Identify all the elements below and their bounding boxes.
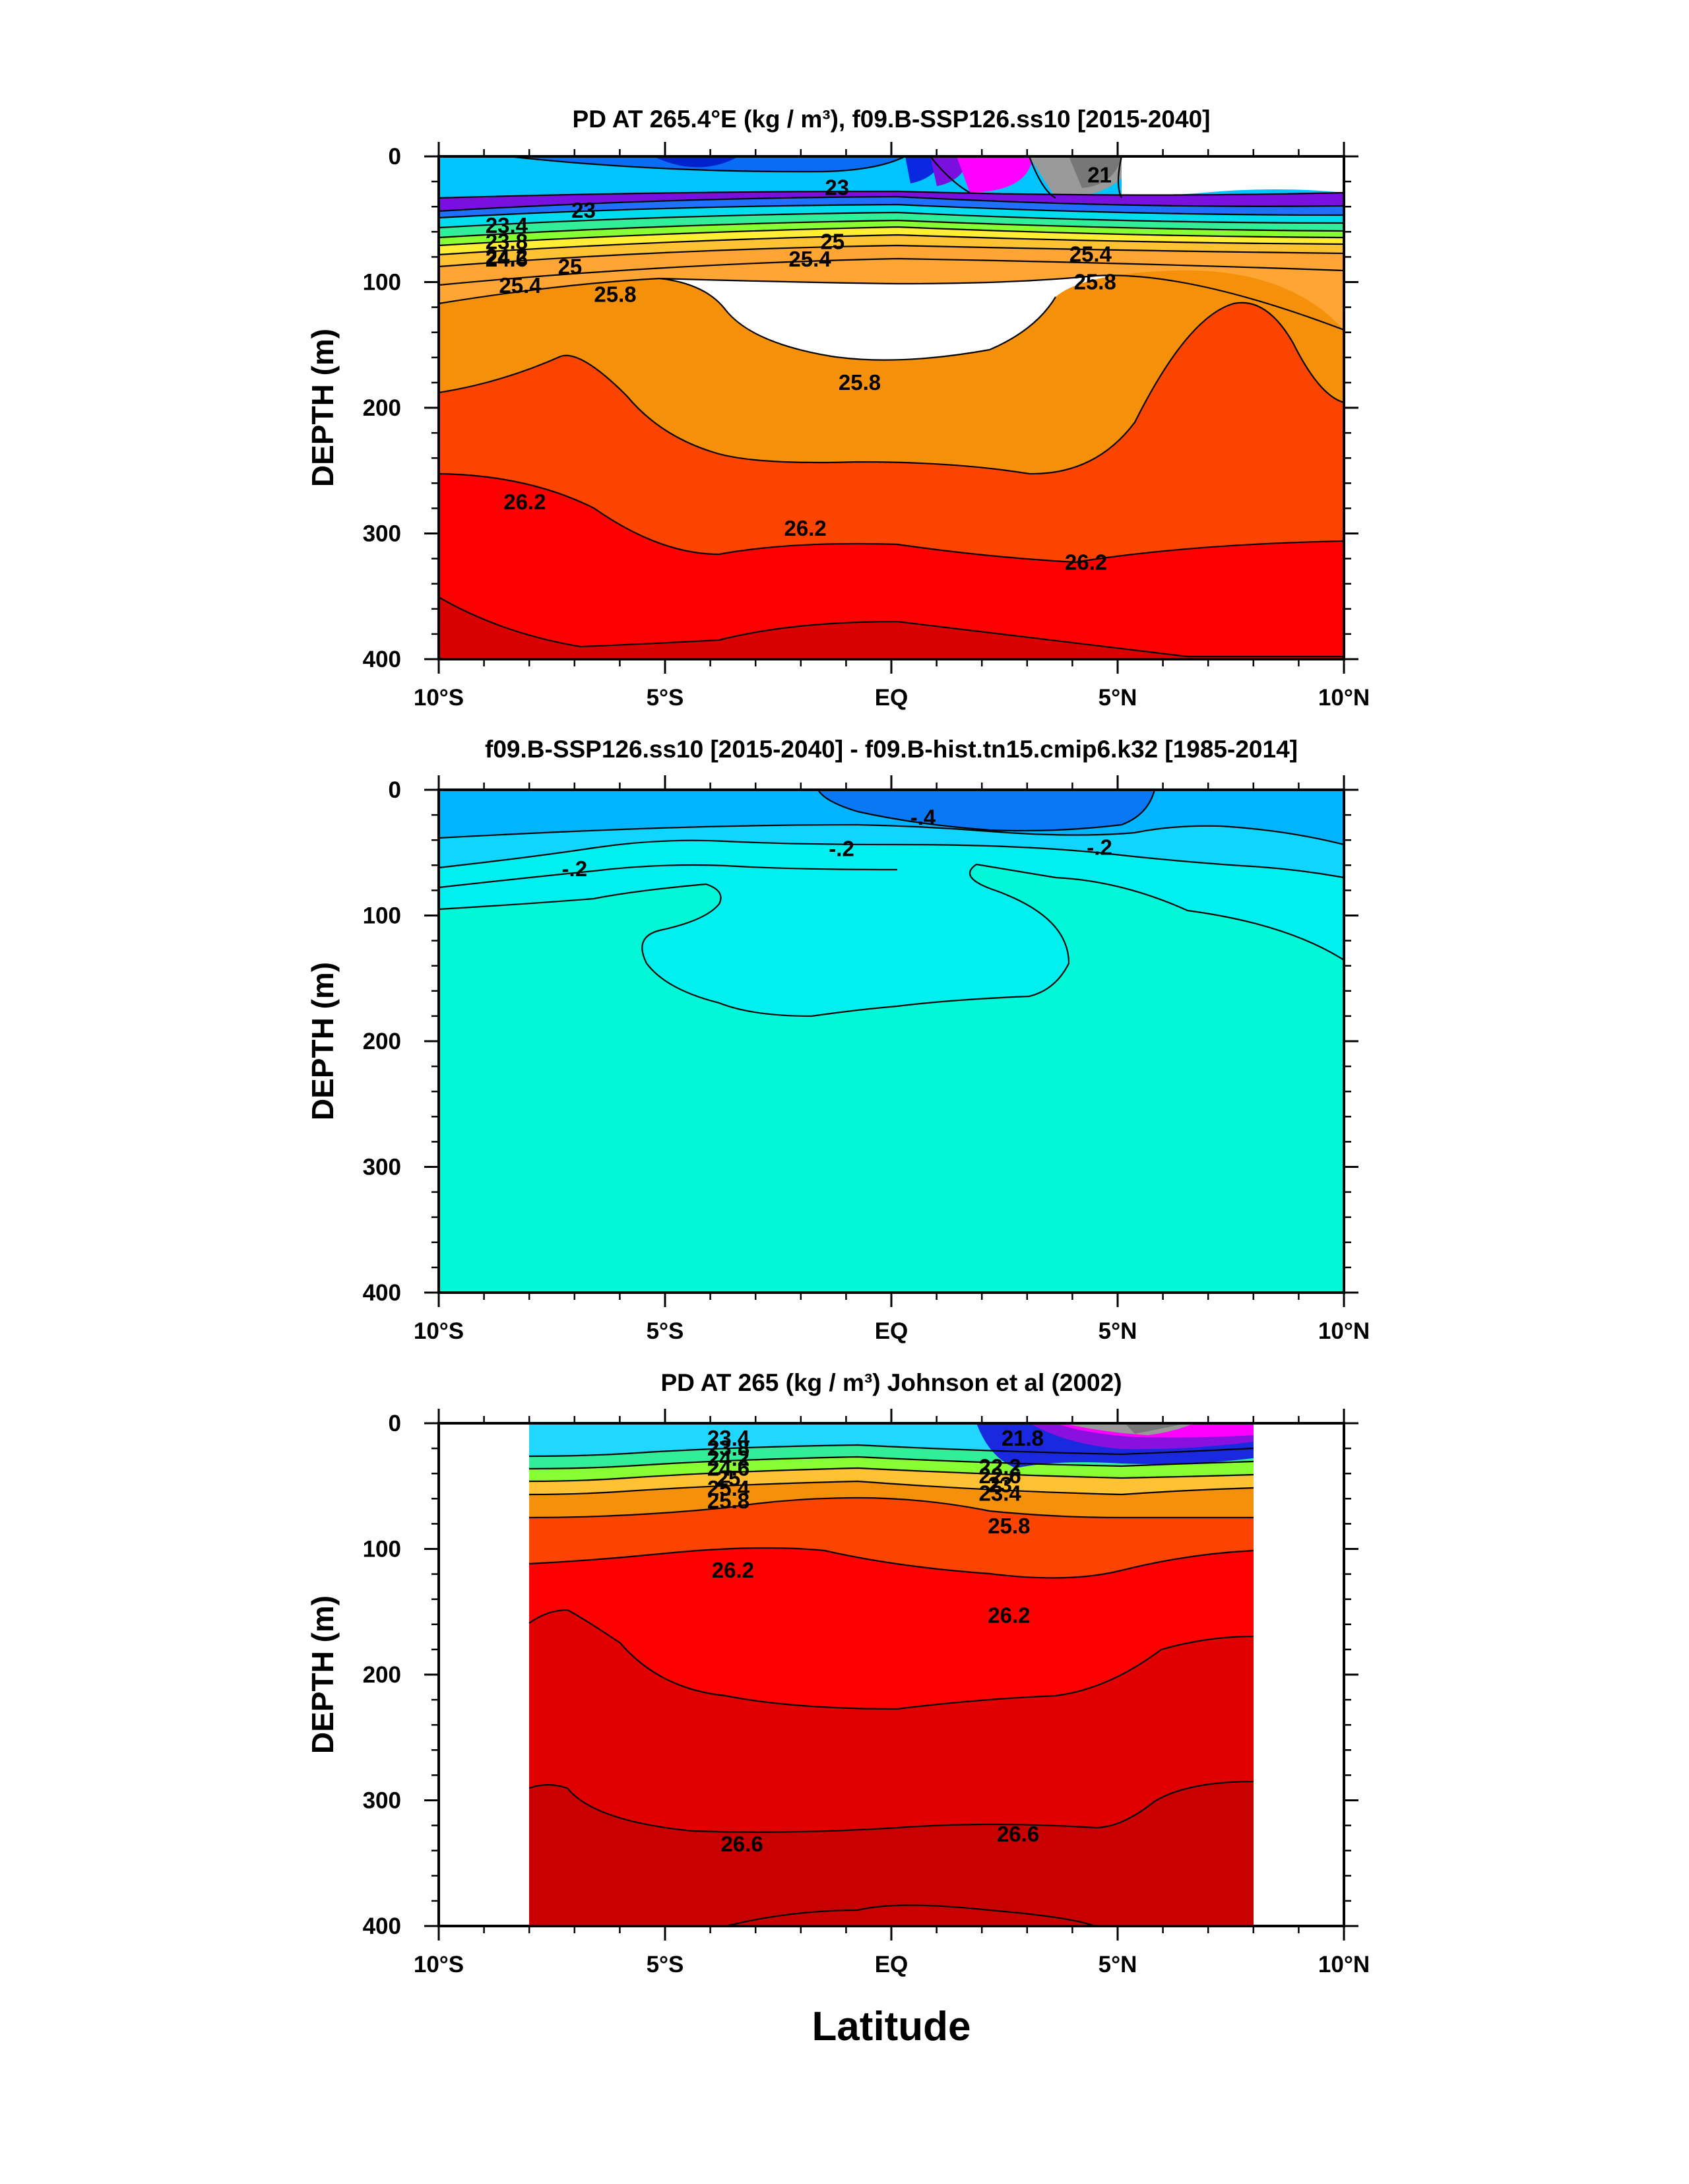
contour-label: 25.8: [839, 370, 881, 395]
x-tick-label: 5°S: [647, 685, 684, 711]
x-tick-label: EQ: [875, 1952, 908, 1977]
contour-label: 25.4: [1069, 242, 1112, 267]
y-tick-label: 300: [363, 1155, 401, 1180]
contour-label: 22.6: [979, 1463, 1021, 1488]
x-tick-label: 10°N: [1318, 685, 1370, 711]
panel-2-field: [439, 790, 1344, 1293]
contour-label: 26.2: [784, 516, 827, 540]
contour-label: 25.4: [499, 273, 542, 298]
contour-label: 25.4: [707, 1476, 750, 1500]
panel-3: PD AT 265 (kg / m³) Johnson et al (2002): [305, 1369, 1370, 1977]
contour-label: 21.8: [1002, 1426, 1044, 1450]
contour-label: 24.2: [486, 244, 528, 269]
contour-label: 24.2: [707, 1446, 749, 1470]
contour-label: 23.4: [707, 1426, 750, 1450]
y-tick-label: 400: [363, 647, 401, 672]
panel-3-contour-labels: 23.423.824.224.62525.425.821.822.222.623…: [707, 1426, 1044, 1856]
x-tick-label: 10°S: [414, 1318, 464, 1344]
contour-label: -.2: [829, 837, 854, 861]
contour-label: 23: [825, 176, 849, 200]
contour-label: 23: [988, 1472, 1012, 1496]
y-tick-label: 400: [363, 1280, 401, 1306]
panel-3-axes: 10°S 5°S EQ 5°N 10°N 0 100 200 300 400 DEPTH (m): [305, 1409, 1370, 1977]
y-tick-label: 0: [389, 144, 401, 170]
x-tick-label: 5°S: [647, 1318, 684, 1344]
contour-label: 24.6: [707, 1456, 749, 1481]
contour-label: 26.6: [721, 1832, 763, 1856]
contour-label: -.2: [562, 856, 588, 881]
contour-label: 26.2: [503, 490, 546, 514]
y-tick-label: 200: [363, 1029, 401, 1054]
y-tick-label: 300: [363, 521, 401, 547]
contour-label: 25.8: [707, 1489, 749, 1513]
contour-label: 23.4: [979, 1481, 1022, 1506]
x-tick-label: 5°N: [1099, 1318, 1137, 1344]
y-axis-title: DEPTH (m): [305, 962, 340, 1120]
x-tick-label: 5°S: [647, 1952, 684, 1977]
panel-2-contour-labels: -.4 -.2 -.2 -.2: [562, 805, 1112, 881]
contour-label: 24.6: [486, 247, 528, 271]
y-tick-label: 0: [389, 777, 401, 803]
panel-1-field: [439, 156, 1344, 659]
panel-2-title: f09.B-SSP126.ss10 [2015-2040] - f09.B-hi…: [485, 736, 1298, 763]
x-tick-label: EQ: [875, 685, 908, 711]
contour-label: 26.6: [997, 1822, 1039, 1846]
y-tick-label: 100: [363, 903, 401, 929]
y-tick-label: 300: [363, 1788, 401, 1814]
contour-label: 23: [571, 198, 596, 222]
y-tick-label: 100: [363, 270, 401, 296]
contour-label: 25.8: [594, 282, 636, 307]
contour-label: -.2: [1087, 835, 1112, 860]
panel-1-title: PD AT 265.4°E (kg / m³), f09.B-SSP126.ss…: [573, 106, 1211, 133]
x-tick-label: 5°N: [1099, 685, 1137, 711]
contour-label: -.4: [910, 805, 936, 829]
y-tick-label: 100: [363, 1537, 401, 1562]
y-axis-title: DEPTH (m): [305, 1595, 340, 1754]
contour-label: 22.2: [979, 1455, 1021, 1479]
contour-label: 23.8: [486, 230, 528, 254]
x-tick-label: 10°S: [414, 685, 464, 711]
contour-label: 26.2: [988, 1603, 1030, 1627]
x-tick-label: 5°N: [1099, 1952, 1137, 1977]
contour-label: 26.2: [712, 1558, 754, 1582]
y-axis-title: DEPTH (m): [305, 329, 340, 487]
contour-label: 26.2: [1065, 550, 1107, 574]
contour-label: 23.4: [486, 213, 528, 238]
x-tick-label: EQ: [875, 1318, 908, 1344]
contour-label: 23.8: [707, 1436, 749, 1460]
y-tick-label: 0: [389, 1411, 401, 1436]
x-axis-title: Latitude: [812, 2004, 971, 2049]
contour-label: 25.4: [788, 247, 831, 271]
x-tick-label: 10°N: [1318, 1318, 1370, 1344]
y-tick-label: 400: [363, 1913, 401, 1939]
panel-1: PD AT 265.4°E (kg / m³), f09.B-SSP126.ss…: [305, 106, 1370, 711]
contour-label: 25.8: [1074, 270, 1116, 294]
y-tick-label: 200: [363, 395, 401, 421]
y-tick-label: 200: [363, 1662, 401, 1688]
contour-label: 25: [717, 1466, 741, 1491]
contour-label: 21: [1087, 163, 1112, 187]
panel-1-axes: 10°S 5°S EQ 5°N 10°N 0 100 200 300 400 DEPTH (m): [305, 142, 1370, 711]
contour-label: 25.8: [988, 1514, 1030, 1538]
contour-label: 25: [820, 230, 844, 254]
panel-3-field: [528, 1423, 1254, 1926]
panel-2: f09.B-SSP126.ss10 [2015-2040] - f09.B-hi…: [305, 736, 1370, 1344]
contour-label: 25: [558, 255, 583, 279]
x-tick-label: 10°N: [1318, 1952, 1370, 1977]
x-tick-label: 10°S: [414, 1952, 464, 1977]
panel-2-axes: 10°S 5°S EQ 5°N 10°N 0 100 200 300 400 DEPTH (m): [305, 775, 1370, 1344]
panel-3-title: PD AT 265 (kg / m³) Johnson et al (2002): [660, 1369, 1122, 1396]
